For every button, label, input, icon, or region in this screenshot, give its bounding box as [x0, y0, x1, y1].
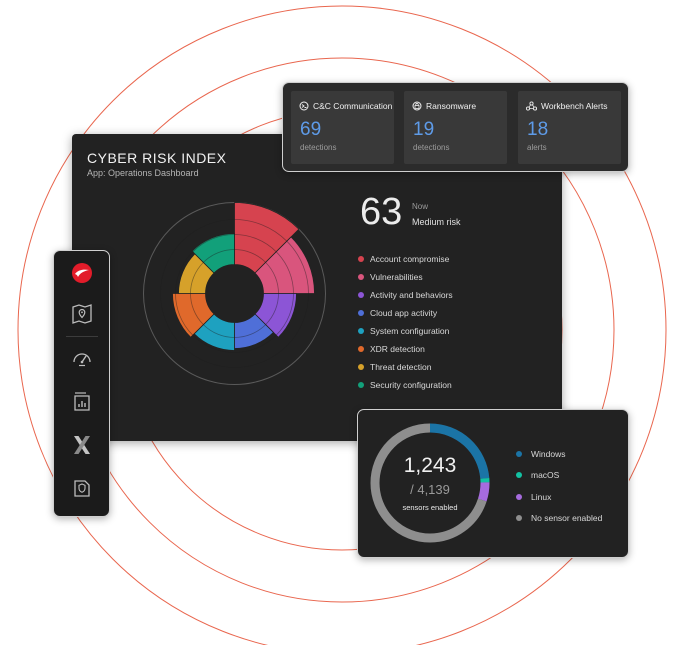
legend-dot [358, 346, 364, 352]
legend-item-windows[interactable]: Windows [516, 443, 602, 465]
legend-item-macos[interactable]: macOS [516, 465, 602, 487]
ransomware-icon [412, 101, 422, 111]
legend-label: Security configuration [370, 380, 452, 390]
risk-score: 63 [360, 191, 403, 233]
sensor-donut-chart [370, 423, 490, 543]
risk-level: Medium risk [412, 217, 461, 227]
stat-label: Ransomware [426, 101, 477, 111]
stat-card-workbench-alerts[interactable]: Workbench Alerts 18 alerts [518, 91, 621, 164]
legend-label: Windows [531, 448, 566, 459]
xdr-icon[interactable] [68, 431, 96, 459]
legend-item-account-compromise[interactable]: Account compromise [358, 250, 453, 268]
legend-item-vulnerabilities[interactable]: Vulnerabilities [358, 268, 453, 286]
stat-unit: alerts [527, 143, 547, 152]
sensor-enabled-label: sensors enabled [402, 503, 458, 512]
legend-dot [516, 472, 522, 479]
rose-center [205, 264, 264, 323]
donut-segment-linux[interactable] [370, 423, 490, 543]
legend-dot [516, 450, 522, 457]
legend-label: Vulnerabilities [370, 272, 423, 282]
cyber-risk-index-panel: CYBER RISK INDEX App: Operations Dashboa… [72, 134, 562, 441]
stat-header: Ransomware [412, 101, 476, 111]
legend-item-system-configuration[interactable]: System configuration [358, 322, 453, 340]
sidebar-nav [53, 250, 110, 517]
panel-title: CYBER RISK INDEX [87, 150, 227, 166]
rose-grid-ring [175, 234, 294, 353]
stat-label: Workbench Alerts [541, 101, 608, 111]
stat-header: Workbench Alerts [526, 101, 607, 111]
legend-dot [358, 310, 364, 316]
legend-label: System configuration [370, 326, 450, 336]
sensor-enabled-count: 1,243 [403, 454, 457, 477]
legend-dot [358, 274, 364, 280]
stat-value: 18 [527, 119, 549, 140]
legend-item-cloud-app-activity[interactable]: Cloud app activity [358, 304, 453, 322]
legend-dot [358, 328, 364, 334]
risk-rose-chart [143, 202, 326, 385]
map-location-icon[interactable] [68, 300, 96, 328]
legend-dot [358, 292, 364, 298]
legend-label: Account compromise [370, 254, 450, 264]
stat-label: C&C Communication [313, 101, 393, 111]
os-legend: Windows macOS Linux No sensor enabled [516, 443, 602, 529]
report-chart-icon[interactable] [68, 388, 96, 416]
cc-communication-icon [299, 101, 309, 111]
legend-label: Activity and behaviors [370, 290, 453, 300]
speedometer-icon[interactable] [68, 345, 96, 373]
stat-unit: detections [413, 143, 450, 152]
donut-segment-no-sensor-enabled[interactable] [370, 423, 490, 543]
legend-item-threat-detection[interactable]: Threat detection [358, 358, 453, 376]
legend-dot [358, 364, 364, 370]
legend-dot [516, 515, 522, 522]
legend-label: Threat detection [370, 362, 432, 372]
stat-unit: detections [300, 143, 337, 152]
trend-micro-logo-icon[interactable] [68, 259, 96, 287]
stat-card-ransomware[interactable]: Ransomware 19 detections [404, 91, 507, 164]
legend-dot [358, 382, 364, 388]
security-playbook-icon[interactable] [68, 474, 96, 502]
legend-item-security-configuration[interactable]: Security configuration [358, 376, 453, 394]
rose-grid-ring [160, 219, 309, 368]
panel-subtitle: App: Operations Dashboard [87, 168, 199, 178]
legend-item-no-sensor[interactable]: No sensor enabled [516, 508, 602, 530]
legend-label: macOS [531, 470, 560, 481]
sensor-total-count: / 4,139 [410, 482, 450, 497]
rose-grid-ring [190, 249, 279, 338]
legend-item-activity-and-behaviors[interactable]: Activity and behaviors [358, 286, 453, 304]
background-ring [17, 5, 667, 645]
legend-label: No sensor enabled [531, 513, 603, 524]
legend-dot [516, 493, 522, 500]
detections-summary-panel: C&C Communication 69 detections Ransomwa… [282, 82, 629, 172]
stat-card-cc-communication[interactable]: C&C Communication 69 detections [291, 91, 394, 164]
stat-value: 19 [413, 119, 435, 140]
legend-label: Cloud app activity [370, 308, 438, 318]
legend-dot [358, 256, 364, 262]
legend-item-xdr-detection[interactable]: XDR detection [358, 340, 453, 358]
stat-value: 69 [300, 119, 322, 140]
workbench-alerts-icon [526, 101, 537, 111]
legend-label: Linux [531, 491, 552, 502]
risk-now-label: Now [412, 202, 429, 211]
stat-header: C&C Communication [299, 101, 392, 111]
sensors-panel: 1,243 / 4,139 sensors enabled Windows ma… [357, 409, 629, 558]
legend-label: XDR detection [370, 344, 425, 354]
legend-item-linux[interactable]: Linux [516, 486, 602, 508]
risk-legend: Account compromise Vulnerabilities Activ… [358, 250, 453, 394]
sidebar-divider [66, 336, 98, 337]
